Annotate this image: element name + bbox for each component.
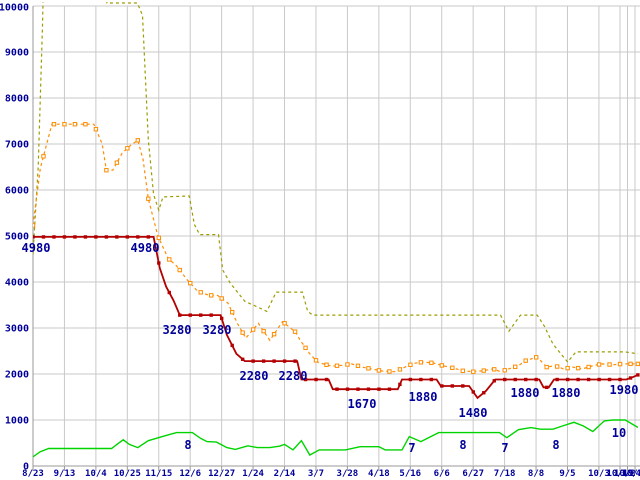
svg-text:0: 0 <box>23 462 29 473</box>
svg-text:8/23: 8/23 <box>22 469 44 479</box>
value-annotations: 4980 4980 3280 3280 2280 2280 1670 1880 1480 1880… <box>22 241 639 455</box>
svg-text:10000: 10000 <box>0 3 29 14</box>
svg-text:7: 7 <box>408 441 415 455</box>
svg-text:8: 8 <box>459 438 466 452</box>
svg-text:1000: 1000 <box>5 416 29 427</box>
svg-text:3280: 3280 <box>203 323 232 337</box>
svg-text:12/27: 12/27 <box>208 469 235 479</box>
svg-text:2280: 2280 <box>279 369 308 383</box>
svg-text:10/3: 10/3 <box>588 469 610 479</box>
svg-text:10/25: 10/25 <box>114 469 141 479</box>
svg-text:9000: 9000 <box>5 48 29 59</box>
svg-text:10/31: 10/31 <box>621 469 640 479</box>
series-average-price <box>33 122 640 374</box>
y-axis-labels: 0 1000 2000 3000 4000 5000 6000 7000 8000 9000 100… <box>0 3 29 473</box>
svg-text:1880: 1880 <box>409 390 438 404</box>
svg-text:9/13: 9/13 <box>54 469 76 479</box>
svg-text:10: 10 <box>612 426 626 440</box>
svg-text:6/27: 6/27 <box>462 469 484 479</box>
grid-lines <box>32 5 640 471</box>
svg-text:7000: 7000 <box>5 140 29 151</box>
svg-text:3000: 3000 <box>5 324 29 335</box>
svg-text:2/14: 2/14 <box>274 469 296 479</box>
x-axis-labels: 8/23 9/13 10/4 10/25 11/15 12/6 12/27 1/24 2/14 3… <box>22 469 640 479</box>
svg-text:8: 8 <box>184 438 191 452</box>
svg-text:11/15: 11/15 <box>145 469 172 479</box>
svg-text:3280: 3280 <box>163 323 192 337</box>
svg-text:10/24: 10/24 <box>614 469 640 479</box>
svg-text:9/5: 9/5 <box>559 469 575 479</box>
svg-text:10/4: 10/4 <box>85 469 107 479</box>
series-listings-count-x100 <box>33 419 639 458</box>
svg-text:8: 8 <box>552 438 559 452</box>
svg-text:8000: 8000 <box>5 94 29 105</box>
svg-text:6/6: 6/6 <box>434 469 450 479</box>
svg-text:1880: 1880 <box>511 386 540 400</box>
series-highest-price <box>33 2 638 363</box>
svg-text:4/18: 4/18 <box>368 469 390 479</box>
svg-text:1480: 1480 <box>459 406 488 420</box>
svg-text:4980: 4980 <box>131 241 160 255</box>
svg-text:6000: 6000 <box>5 186 29 197</box>
svg-text:10/19: 10/19 <box>606 469 633 479</box>
svg-text:5/16: 5/16 <box>399 469 421 479</box>
svg-text:1880: 1880 <box>552 386 581 400</box>
svg-text:7: 7 <box>501 441 508 455</box>
svg-text:8/8: 8/8 <box>528 469 544 479</box>
svg-text:1980: 1980 <box>610 383 639 397</box>
svg-text:3/7: 3/7 <box>308 469 324 479</box>
svg-text:7/18: 7/18 <box>494 469 516 479</box>
svg-text:1670: 1670 <box>348 397 377 411</box>
svg-text:5000: 5000 <box>5 232 29 243</box>
svg-text:2280: 2280 <box>240 369 269 383</box>
svg-text:4000: 4000 <box>5 278 29 289</box>
svg-text:1/24: 1/24 <box>242 469 264 479</box>
svg-text:12/6: 12/6 <box>179 469 201 479</box>
svg-text:2000: 2000 <box>5 370 29 381</box>
series-lowest-price <box>33 235 640 400</box>
svg-text:4980: 4980 <box>22 241 51 255</box>
svg-text:3/28: 3/28 <box>337 469 359 479</box>
